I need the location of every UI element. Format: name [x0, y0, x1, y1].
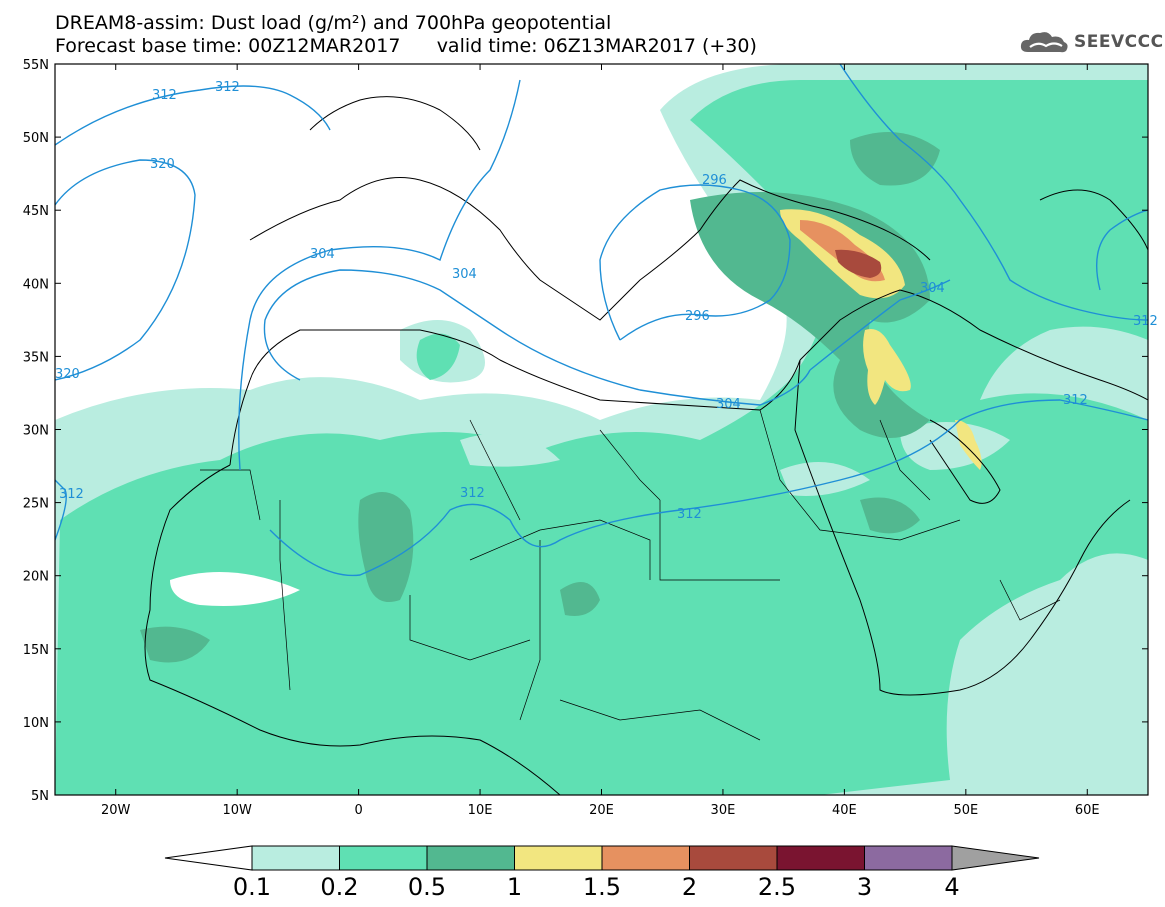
colorbar-label: 1.5	[583, 873, 621, 901]
contour-label: 312	[59, 487, 84, 502]
colorbar-label: 3	[857, 873, 872, 901]
lon-tick-label: 20W	[101, 803, 131, 818]
colorbar-labels: 0.1 0.2 0.5 1 1.5 2 2.5 3 4	[233, 873, 960, 901]
dust-level-2	[835, 249, 882, 278]
colorbar-box	[339, 845, 428, 871]
geopotential-contours	[55, 64, 1148, 577]
contour-label: 304	[716, 397, 741, 412]
lon-tick-label: 50E	[953, 803, 978, 818]
contour-label: 312	[460, 486, 485, 501]
dust-level-0.5	[140, 626, 210, 663]
title-line-1: DREAM8-assim: Dust load (g/m²) and 700hP…	[55, 12, 612, 34]
lat-tick-label: 25N	[23, 497, 49, 512]
longitude-axis: 20W 10W 0 10E 20E 30E 40E 50E 60E	[101, 64, 1100, 818]
colorbar-box	[514, 845, 603, 871]
contour-label: 304	[920, 281, 945, 296]
contour-label: 320	[55, 367, 80, 382]
country-borders	[200, 409, 1061, 741]
contour-label: 312	[215, 80, 240, 95]
lon-tick-label: 20E	[589, 803, 614, 818]
colorbar-label: 4	[944, 873, 959, 901]
dust-fields	[55, 64, 1148, 795]
seevccc-logo: SEEVCCC	[1018, 27, 1164, 57]
contour-label: 312	[152, 88, 177, 103]
lat-tick-label: 30N	[23, 424, 49, 439]
lat-tick-label: 5N	[31, 789, 49, 804]
contour-label: 312	[677, 507, 702, 522]
lat-tick-label: 35N	[23, 350, 49, 365]
lat-tick-label: 10N	[23, 716, 49, 731]
clear-area	[780, 462, 870, 496]
colorbar-label: 2	[682, 873, 697, 901]
colorbar-box	[864, 845, 953, 871]
colorbar-box	[776, 845, 865, 871]
cloud-icon	[1020, 32, 1068, 53]
colorbar-label: 0.2	[320, 873, 358, 901]
dust-level-0.5	[860, 497, 920, 534]
contour-label: 320	[150, 157, 175, 172]
lat-tick-label: 15N	[23, 643, 49, 658]
dust-level-1	[955, 420, 982, 470]
clear-area	[900, 422, 1010, 470]
dust-patch	[416, 333, 460, 380]
clear-area	[1030, 356, 1120, 391]
lon-tick-label: 30E	[711, 803, 736, 818]
lat-tick-label: 50N	[23, 131, 49, 146]
colorbar-box	[426, 845, 515, 871]
lat-tick-label: 40N	[23, 277, 49, 292]
logo-text: SEEVCCC	[1074, 32, 1164, 52]
contour-label: 312	[1063, 393, 1088, 408]
dust-level-0.5	[358, 492, 414, 602]
contour-label: 312	[1133, 314, 1158, 329]
contour-label: 304	[310, 247, 335, 262]
colorbar-boxes	[251, 845, 1040, 871]
colorbar: 0.1 0.2 0.5 1 1.5 2 2.5 3 4	[164, 845, 1040, 901]
lon-tick-label: 10E	[468, 803, 493, 818]
lat-tick-label: 45N	[23, 204, 49, 219]
colorbar-label: 0.5	[408, 873, 446, 901]
lat-tick-label: 20N	[23, 570, 49, 585]
clear-area	[170, 572, 300, 606]
coastlines	[144, 96, 1148, 795]
dust-level-0.5	[850, 132, 940, 186]
colorbar-label: 0.1	[233, 873, 271, 901]
dust-level-0.5	[560, 582, 600, 616]
contour-label: 296	[702, 173, 727, 188]
lon-tick-label: 10W	[222, 803, 252, 818]
contour-label-group: 312 312 320 304 304 296 296 304 304 320 …	[55, 80, 1158, 522]
clear-area	[460, 433, 560, 467]
lat-tick-label: 55N	[23, 58, 49, 73]
dust-level-1	[863, 329, 911, 405]
latitude-axis: 55N 50N 45N 40N 35N 30N 25N 20N 15N 10N 5N	[23, 58, 1148, 804]
colorbar-box	[251, 845, 340, 871]
contour-label: 304	[452, 267, 477, 282]
colorbar-low-arrow	[164, 845, 253, 871]
title-line-2: Forecast base time: 00Z12MAR2017 valid t…	[55, 35, 757, 57]
colorbar-high-arrow	[951, 845, 1040, 871]
lon-tick-label: 0	[354, 803, 362, 818]
contour-label: 296	[685, 309, 710, 324]
lon-tick-label: 60E	[1075, 803, 1100, 818]
lon-tick-label: 40E	[832, 803, 857, 818]
colorbar-label: 2.5	[758, 873, 796, 901]
colorbar-box	[689, 845, 778, 871]
colorbar-box	[601, 845, 690, 871]
colorbar-label: 1	[507, 873, 522, 901]
